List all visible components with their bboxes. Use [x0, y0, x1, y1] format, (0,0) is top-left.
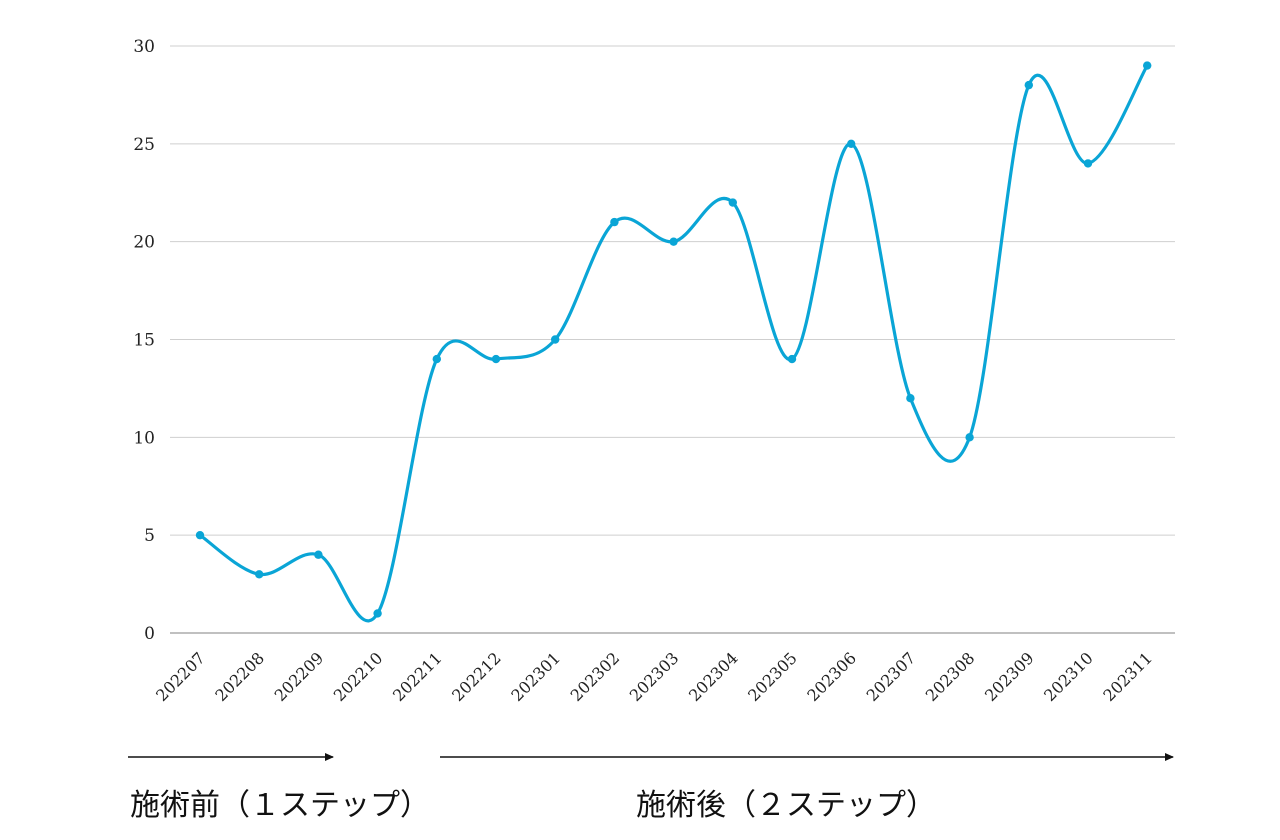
x-tick-label: 202208: [211, 648, 268, 705]
data-point: [314, 550, 323, 559]
x-tick-label: 202306: [803, 648, 860, 705]
x-tick-label: 202304: [685, 648, 742, 705]
y-tick-label: 20: [133, 233, 155, 253]
y-axis: 0 5 10 15 20 25 30: [133, 37, 155, 644]
y-tick-label: 10: [133, 428, 155, 448]
y-tick-label: 25: [133, 135, 155, 155]
x-tick-label: 202302: [567, 648, 624, 705]
y-tick-label: 5: [144, 526, 155, 546]
data-point: [432, 354, 441, 364]
data-point: [669, 237, 678, 246]
data-point: [373, 609, 382, 618]
data-point: [1083, 159, 1093, 168]
data-point: [1143, 61, 1152, 70]
data-point: [255, 570, 264, 579]
x-tick-label: 202212: [448, 648, 505, 705]
gridlines: [170, 45, 1175, 634]
series-line: [198, 63, 1149, 623]
data-point: [787, 354, 797, 364]
data-point: [728, 198, 737, 207]
phase-label-before: 施術前（１ステップ）: [130, 788, 430, 823]
data-point: [965, 433, 974, 442]
data-point: [1024, 80, 1034, 90]
x-tick-label: 202308: [922, 648, 979, 705]
x-tick-label: 202305: [744, 648, 801, 705]
data-point: [847, 139, 856, 149]
x-tick-label: 202211: [389, 648, 446, 705]
x-tick-label: 202307: [863, 648, 920, 705]
phase-label-after: 施術後（２ステップ）: [636, 788, 936, 823]
x-tick-label: 202207: [152, 648, 209, 705]
x-tick-label: 202209: [271, 648, 328, 705]
data-point: [551, 335, 560, 344]
x-tick-label: 202309: [981, 648, 1038, 705]
series-layer: [195, 61, 1152, 623]
x-tick-label: 202310: [1040, 648, 1097, 705]
data-point: [491, 354, 501, 364]
data-point: [906, 394, 915, 403]
y-tick-label: 0: [144, 624, 155, 644]
x-tick-label: 202311: [1099, 648, 1156, 705]
y-tick-label: 30: [133, 37, 155, 57]
x-tick-label: 202301: [507, 648, 564, 705]
data-point: [195, 530, 205, 540]
y-tick-label: 15: [133, 331, 155, 351]
x-axis: 202207 202208 202209 202210 202211 202212 2023…: [152, 648, 1156, 705]
x-tick-label: 202303: [626, 648, 683, 705]
data-point: [610, 217, 619, 227]
x-tick-label: 202210: [330, 648, 387, 705]
